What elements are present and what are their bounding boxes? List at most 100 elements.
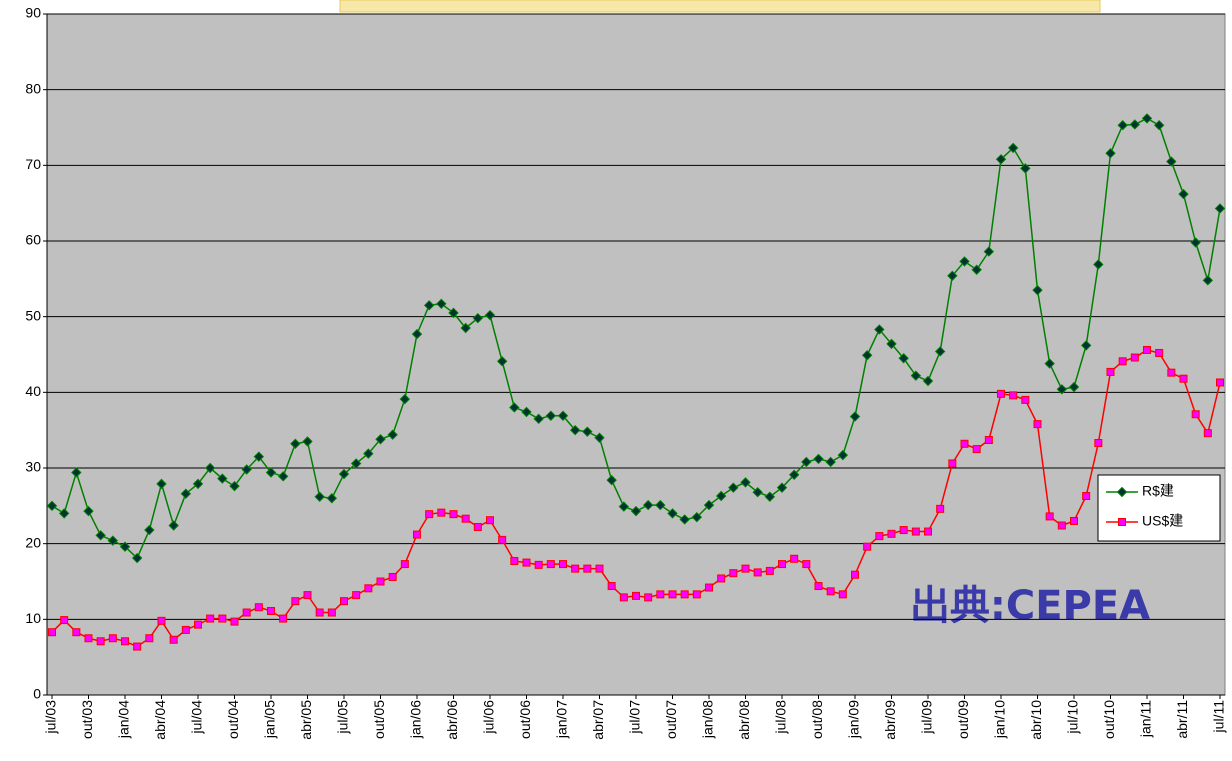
x-tick-label: jan/05 [262, 700, 278, 739]
legend-label: R$建 [1142, 483, 1174, 499]
data-point [277, 471, 289, 482]
data-point [557, 410, 569, 421]
legend-marker [1116, 486, 1128, 498]
x-tick-label: out/03 [79, 700, 95, 739]
x-tick-label: jul/05 [335, 700, 351, 735]
data-point [861, 350, 873, 361]
data-point [728, 482, 739, 493]
data-point [121, 637, 129, 646]
data-point [630, 505, 642, 517]
y-tick-label: 30 [25, 459, 41, 475]
data-point [545, 410, 557, 421]
data-point [1094, 439, 1103, 448]
data-point [181, 625, 190, 634]
data-point [423, 300, 435, 311]
data-point [619, 593, 628, 602]
data-point [764, 491, 776, 502]
x-tick-label: jul/08 [773, 700, 789, 735]
data-point [107, 535, 119, 546]
data-point [133, 642, 142, 651]
data-point [204, 462, 216, 474]
data-point [218, 614, 227, 623]
data-point [436, 298, 447, 310]
data-point [948, 459, 957, 468]
x-tick-label: jan/09 [846, 700, 862, 739]
data-point [729, 569, 738, 578]
data-point [376, 577, 385, 586]
data-point [752, 487, 763, 498]
data-point [1129, 119, 1141, 130]
data-point [960, 439, 969, 448]
data-point [571, 564, 580, 573]
data-point [241, 464, 252, 475]
data-point [1216, 378, 1224, 387]
data-point [898, 353, 909, 364]
data-point [825, 456, 836, 468]
data-point [119, 541, 131, 552]
data-point [1166, 156, 1177, 167]
data-point [667, 508, 678, 519]
x-tick-label: abr/09 [882, 700, 898, 740]
data-point [606, 474, 617, 486]
data-point [314, 491, 325, 502]
data-point [813, 453, 824, 465]
x-tick-label: jul/04 [189, 700, 205, 735]
data-point [790, 554, 799, 563]
data-point [1020, 163, 1031, 174]
data-point [863, 542, 872, 551]
data-point [703, 499, 715, 511]
data-point [338, 468, 350, 480]
legend-label: US$建 [1142, 513, 1183, 529]
data-point [192, 478, 204, 490]
y-tick-label: 20 [25, 534, 41, 550]
data-point [340, 597, 348, 606]
x-tick-label: out/08 [809, 700, 825, 739]
data-point [486, 516, 494, 525]
data-point [1082, 491, 1091, 500]
x-tick-label: jul/09 [919, 700, 935, 735]
data-point [411, 328, 423, 340]
data-point [924, 527, 932, 536]
data-point [413, 530, 421, 539]
x-tick-label: out/07 [663, 700, 679, 739]
data-point [984, 436, 993, 445]
data-point [60, 616, 69, 625]
data-point [84, 634, 93, 643]
data-point [607, 582, 616, 591]
data-point [363, 448, 374, 459]
data-point [521, 406, 532, 418]
data-point [484, 309, 496, 321]
data-point [326, 493, 338, 504]
legend: R$建 US$建 [1097, 474, 1221, 542]
data-point [290, 438, 301, 449]
data-point [1033, 420, 1042, 429]
data-point [375, 434, 386, 445]
data-point [144, 524, 155, 536]
data-point [910, 370, 922, 381]
x-tick-label: abr/07 [590, 700, 606, 740]
data-point [583, 564, 592, 573]
data-point [229, 480, 240, 492]
data-point [352, 591, 361, 600]
data-point [437, 508, 446, 517]
data-point [1007, 142, 1019, 154]
data-point [679, 514, 690, 525]
data-point [1167, 368, 1176, 377]
data-point [303, 591, 312, 600]
data-point [291, 597, 300, 606]
data-point [58, 508, 70, 519]
data-point [496, 356, 508, 367]
plot-area [46, 13, 1226, 696]
data-point [717, 574, 726, 583]
data-point [350, 458, 362, 469]
data-point [145, 634, 154, 643]
data-point [1117, 120, 1128, 131]
data-point [569, 424, 581, 436]
y-tick-label: 50 [25, 307, 41, 323]
data-point [461, 514, 470, 523]
data-point [1032, 284, 1043, 296]
data-point [72, 628, 81, 637]
data-point [618, 501, 630, 512]
data-point [449, 510, 458, 519]
data-point [595, 564, 604, 573]
